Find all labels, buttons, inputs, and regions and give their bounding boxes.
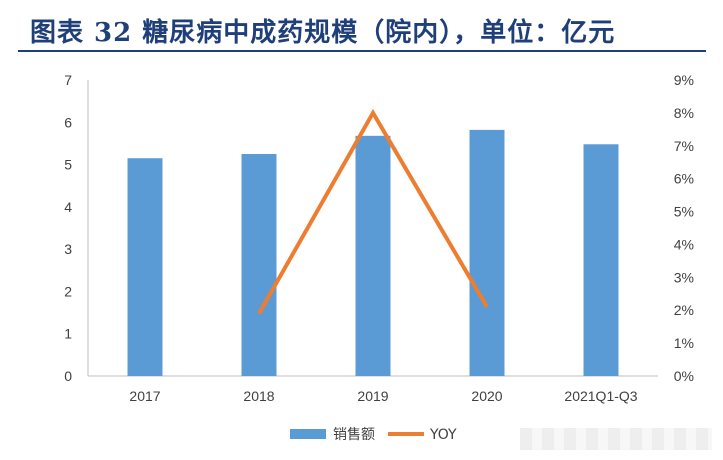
title-bar: 图表 32 糖尿病中成药规模（院内），单位：亿元	[0, 0, 723, 52]
legend-swatch-sales	[290, 429, 326, 439]
y-left-tick-label: 1	[64, 326, 72, 342]
bar-sales	[469, 129, 505, 376]
y-right-tick-label: 4%	[674, 236, 694, 252]
y-left-tick-label: 0	[64, 368, 72, 384]
y-right-tick-label: 7%	[674, 138, 694, 154]
line-yoy	[257, 108, 489, 315]
bar-sales	[127, 158, 163, 376]
y-right-tick-label: 6%	[674, 171, 694, 187]
y-right-tick-label: 8%	[674, 105, 694, 121]
title-underline	[18, 50, 706, 52]
legend-label-yoy: YOY	[429, 427, 457, 443]
y-left-tick-label: 6	[64, 114, 72, 130]
y-left-tick-label: 2	[64, 283, 72, 299]
y-left-tick-label: 5	[64, 157, 72, 173]
y-right-tick-label: 3%	[674, 269, 694, 285]
y-right-tick-label: 5%	[674, 204, 694, 220]
bar-sales	[583, 144, 619, 376]
chart-title: 图表 32 糖尿病中成药规模（院内），单位：亿元	[30, 18, 616, 48]
x-tick-label: 2021Q1-Q3	[564, 388, 637, 404]
y-right-tick-label: 0%	[674, 368, 694, 384]
x-tick-label: 2019	[357, 388, 388, 404]
y-left-tick-label: 3	[64, 241, 72, 257]
y-right-tick-label: 2%	[674, 302, 694, 318]
legend-label-sales: 销售额	[333, 427, 375, 443]
y-left-tick-label: 7	[64, 72, 72, 88]
bar-sales	[355, 135, 391, 376]
x-tick-label: 2018	[243, 388, 274, 404]
watermark	[520, 428, 712, 450]
x-tick-label: 2017	[129, 388, 160, 404]
y-right-tick-label: 9%	[674, 72, 694, 88]
y-left-tick-label: 4	[64, 199, 72, 215]
x-tick-label: 2020	[471, 388, 502, 404]
bar-sales	[241, 154, 277, 376]
y-right-tick-label: 1%	[674, 335, 694, 351]
